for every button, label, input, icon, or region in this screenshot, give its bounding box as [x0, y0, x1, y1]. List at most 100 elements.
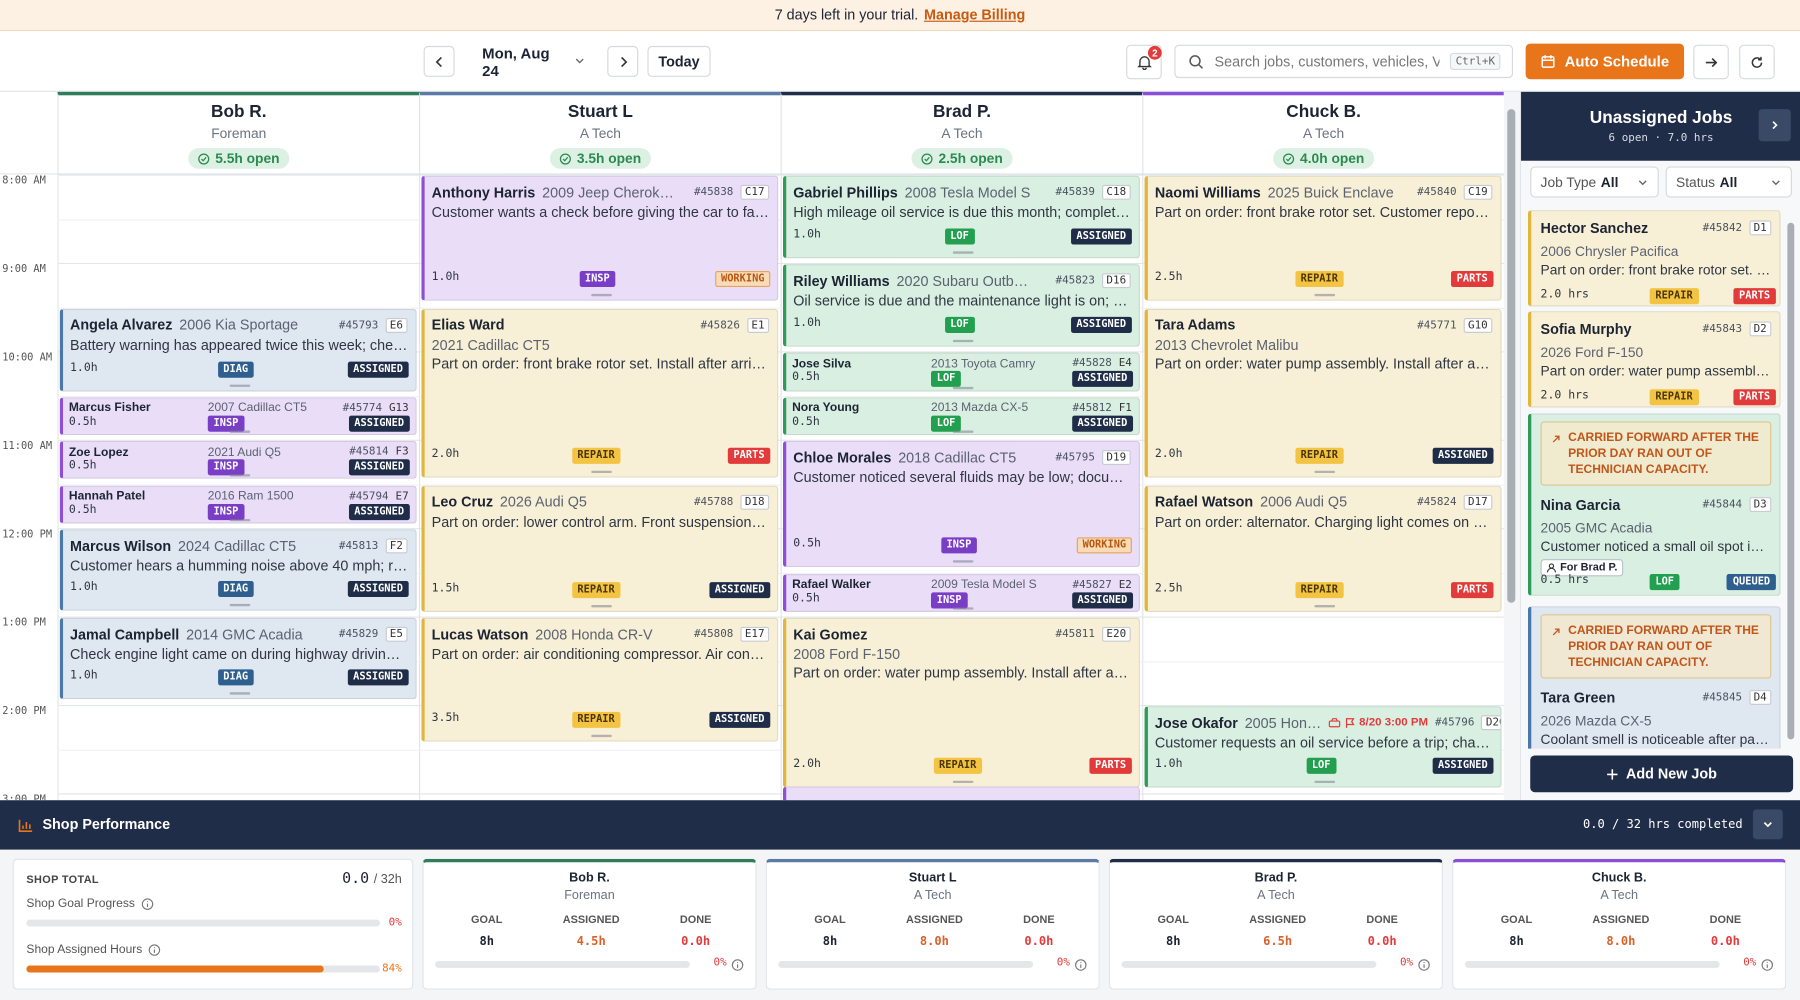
job-card[interactable]: Nora Young 2013 Mazda CX-5 #45812 F1 0.5h LOF…: [782, 396, 1140, 436]
job-card[interactable]: Angela Alvarez 2006 Kia Sportage #45793 E6 B…: [59, 308, 417, 392]
manage-billing-link[interactable]: Manage Billing: [924, 6, 1026, 23]
bay: C18: [1101, 184, 1131, 200]
job-footer: 0.5h LOF ASSIGNED: [792, 370, 1134, 387]
job-footer: 2.0 hrs REPAIR PARTS: [1541, 389, 1776, 406]
job-card[interactable]: Chloe Morales 2018 Cadillac CT5 #45795 D19 C…: [782, 440, 1140, 568]
half-hour-line: [57, 395, 1504, 397]
job-card[interactable]: Riley Williams 2020 Subaru Outb… #45823 D16…: [782, 264, 1140, 347]
vehicle: 2024 Cadillac CT5: [178, 537, 297, 554]
job-card[interactable]: Rafael Watson 2006 Audi Q5 #45824 D17 Part o…: [1144, 485, 1502, 612]
job-type-badge: DIAG: [217, 669, 254, 686]
job-header: Angela Alvarez 2006 Kia Sportage #45793 E6: [70, 315, 408, 335]
collapse-button[interactable]: [1758, 109, 1791, 142]
customer-name: Hannah Patel: [68, 489, 146, 503]
job-status-badge: ASSIGNED: [1071, 370, 1134, 387]
job-footer: 0.5h INSP ASSIGNED: [69, 415, 410, 432]
notifications-button[interactable]: 2: [1126, 44, 1162, 80]
job-card[interactable]: Zoe Lopez 2021 Audi Q5 #45814 F3 0.5h INSP ASS…: [59, 440, 417, 479]
filter-select[interactable]: Status All: [1665, 166, 1792, 198]
duration: 2.5h: [1154, 271, 1183, 284]
search-box[interactable]: Search jobs, customers, vehicles, VIN Ctr…: [1174, 44, 1514, 79]
vehicle: 2005 Hon…: [1244, 714, 1322, 731]
alert-icon: [1551, 622, 1561, 670]
job-status-badge: WORKING: [1076, 537, 1132, 554]
open-label: 3.5h open: [576, 150, 642, 167]
unassigned-card[interactable]: Sofia Murphy #45843 D2 2026 Ford F-150 Part …: [1527, 311, 1781, 408]
unassigned-card[interactable]: CARRIED FORWARD AFTER THE PRIOR DAY RAN …: [1527, 413, 1781, 596]
job-card[interactable]: Jamal Campbell 2014 GMC Acadia #45829 E5 Che…: [59, 617, 417, 700]
metric-value: 0.0h: [1710, 934, 1740, 949]
tech-header: Chuck B. A Tech 4.0h open: [1142, 91, 1504, 175]
performance-summary: 0.0 / 32 hrs completed: [1582, 817, 1743, 832]
unassigned-card[interactable]: CARRIED FORWARD AFTER THE PRIOR DAY RAN …: [1527, 606, 1781, 749]
job-card[interactable]: Gabriel Phillips 2008 Tesla Model S #45839…: [782, 175, 1140, 258]
performance-bar: Shop Performance 0.0 / 32 hrs completed: [0, 800, 1800, 850]
bay: D3: [1748, 497, 1772, 513]
job-card[interactable]: Hannah Patel 2016 Ram 1500 #45794 E7 0.5h INS…: [59, 485, 417, 524]
column-divider: [780, 174, 782, 801]
job-card[interactable]: Marcus Fisher 2007 Cadillac CT5 #45774 G13 0…: [59, 396, 417, 435]
unassigned-list: Hector Sanchez #45842 D1 2006 Chrysler Paci…: [1521, 204, 1783, 749]
auto-schedule-button[interactable]: Auto Schedule: [1525, 43, 1685, 80]
job-status-badge: ASSIGNED: [1071, 591, 1134, 608]
today-button[interactable]: Today: [647, 45, 711, 77]
job-type-badge: LOF: [1649, 574, 1680, 591]
metric-header: DONE: [1023, 913, 1055, 927]
job-status-badge: QUEUED: [1727, 574, 1776, 591]
job-id: #45826: [700, 318, 740, 332]
metric-value: 8.0h: [919, 934, 949, 949]
job-card[interactable]: Jose Okafor 2005 Hon… 8/20 3:00 PM #45796 D2…: [1144, 706, 1502, 788]
job-description: Part on order: front brake rotor set. Cu…: [1154, 204, 1493, 221]
next-day-button[interactable]: [607, 45, 639, 77]
job-card[interactable]: Leo Cruz 2026 Audi Q5 #45788 D18 Part on ord…: [421, 485, 779, 612]
job-card[interactable]: Lucas Watson 2008 Honda CR-V #45808 E17 Part…: [421, 617, 779, 742]
job-card[interactable]: Anthony Harris 2009 Jeep Cherok… #45838 C17…: [421, 175, 779, 302]
unassigned-card[interactable]: Hector Sanchez #45842 D1 2006 Chrysler Paci…: [1527, 210, 1781, 307]
job-card[interactable]: Tara Adams #45771 G10 2013 Chevrolet Malibu…: [1144, 308, 1502, 478]
job-footer: 1.0h INSP WORKING: [432, 271, 771, 288]
metric-pct: 0%: [1056, 956, 1070, 970]
prev-day-button[interactable]: [423, 45, 455, 77]
job-description: Part on order: lower control arm. Front …: [431, 513, 770, 530]
customer-name: Nina Garcia: [1540, 496, 1621, 513]
chevron: [1770, 176, 1781, 187]
drag-handle: [952, 430, 973, 434]
drag-handle: [229, 692, 250, 695]
bay: D4: [1748, 690, 1772, 705]
progress-track: [435, 960, 690, 968]
job-footer: 2.0h REPAIR PARTS: [432, 447, 771, 464]
drag-handle: [952, 339, 973, 342]
vehicle: 2016 Ram 1500: [207, 489, 294, 503]
job-card[interactable]: Kai Gomez #45811 E20 2008 Ford F-150 Part on…: [782, 617, 1140, 788]
metric-header: GOAL: [1500, 913, 1533, 927]
forward-button[interactable]: [1693, 44, 1729, 80]
metric-header: DONE: [1709, 913, 1742, 927]
job-type-badge: LOF: [930, 370, 962, 387]
tech-role: A Tech: [1600, 888, 1639, 903]
progress-track: [1464, 960, 1720, 968]
bay: D18: [740, 494, 770, 510]
job-status-badge: ASSIGNED: [709, 711, 771, 728]
customer-name: Leo Cruz: [431, 493, 494, 510]
filter-select[interactable]: Job Type All: [1530, 166, 1659, 198]
duration: 3.5h: [431, 711, 460, 725]
job-type-badge: LOF: [1306, 757, 1337, 774]
job-card[interactable]: Marcus Wilson 2024 Cadillac CT5 #45813 F2 Cu…: [59, 529, 417, 611]
date-picker[interactable]: Mon, Aug 24: [482, 44, 585, 79]
scroll-thumb[interactable]: [1507, 109, 1516, 603]
refresh-button[interactable]: [1739, 44, 1775, 80]
job-id: #45794: [349, 489, 389, 503]
job-header: Anthony Harris 2009 Jeep Cherok… #45838 C17: [432, 183, 770, 203]
job-card[interactable]: Naomi Williams 2025 Buick Enclave #45840 C1…: [1144, 175, 1502, 302]
vehicle: 2008 Ford F-150: [793, 646, 901, 663]
job-card[interactable]: Elias Ward #45826 E1 2021 Cadillac CT5 Part …: [421, 308, 779, 478]
clock-icon: [198, 152, 211, 165]
job-description: Part on order: front brake rotor set. …: [1540, 261, 1771, 278]
job-card[interactable]: Jose Silva 2013 Toyota Camry #45828 E4 0.5h L…: [782, 352, 1140, 392]
add-job-button[interactable]: Add New Job: [1530, 755, 1794, 793]
expand-button[interactable]: [1752, 809, 1783, 840]
job-card[interactable]: Rafael Walker 2009 Tesla Model S #45827 E2 0…: [782, 573, 1140, 612]
vehicle: 2008 Honda CR-V: [535, 626, 653, 643]
open-label: 2.5h open: [938, 150, 1003, 167]
tech-name: Chuck B.: [1286, 102, 1361, 122]
